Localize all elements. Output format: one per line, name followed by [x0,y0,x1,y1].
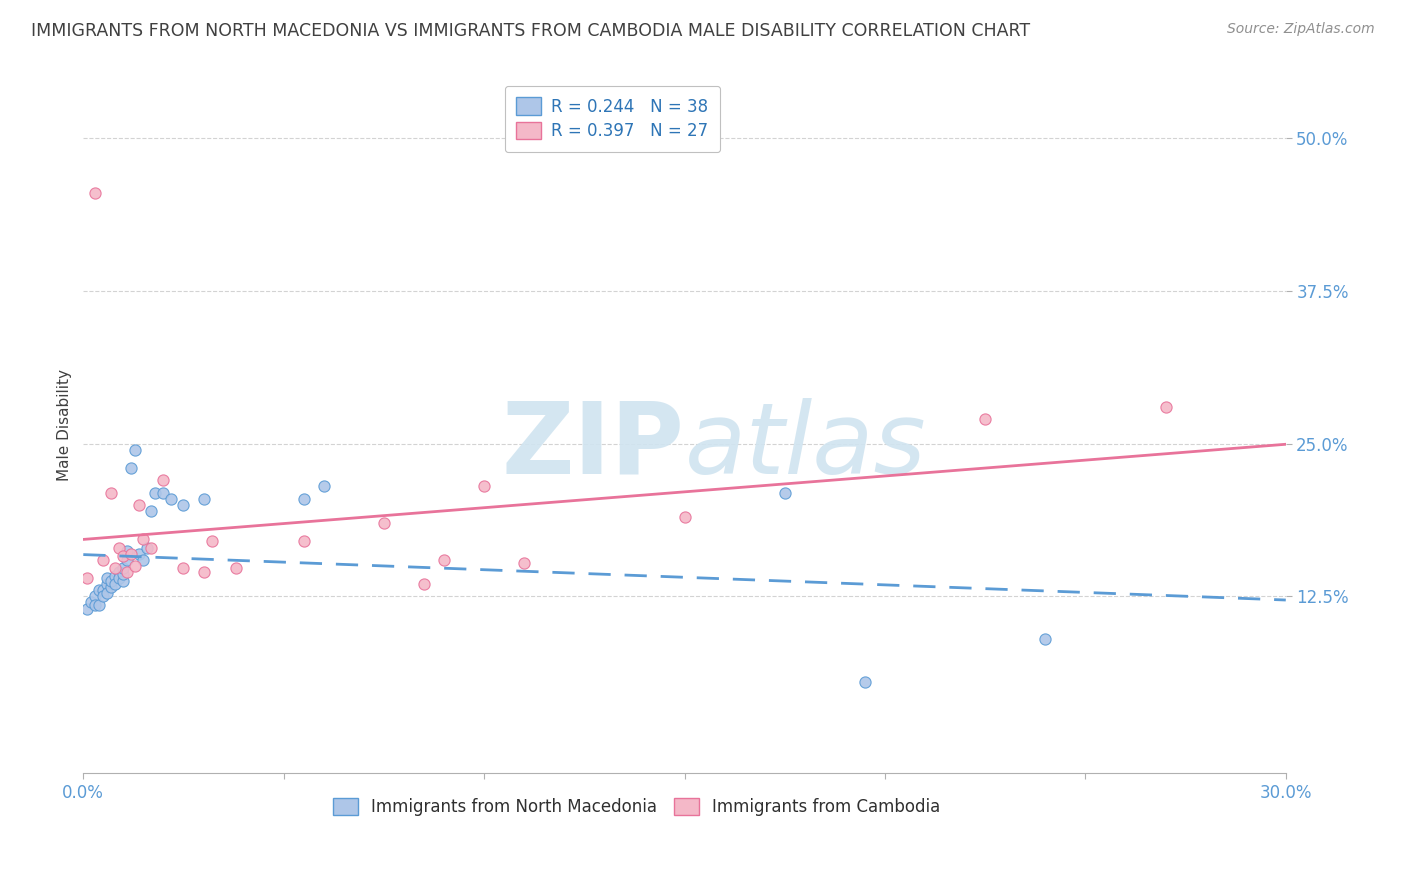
Point [108,541,131,555]
Point [292,534,315,549]
Point [76,571,98,585]
Point [1154,400,1177,414]
Point [128,547,150,561]
Point [112,567,135,582]
Point [141,504,163,518]
Point [145,485,167,500]
Point [124,558,146,573]
Text: ZIP: ZIP [502,398,685,495]
Point [117,565,139,579]
Point [132,553,155,567]
Point [132,532,155,546]
Legend: Immigrants from North Macedonia, Immigrants from Cambodia: Immigrants from North Macedonia, Immigra… [325,789,949,824]
Point [773,485,796,500]
Point [513,557,536,571]
Point [96,585,118,599]
Point [104,561,127,575]
Point [100,485,122,500]
Point [96,577,118,591]
Point [104,577,127,591]
Point [413,577,436,591]
Point [1033,632,1056,646]
Point [160,491,183,506]
Point [312,479,335,493]
Point [84,598,107,612]
Point [80,595,103,609]
Point [193,565,215,579]
Point [128,498,150,512]
Point [89,598,111,612]
Point [112,549,135,563]
Point [853,674,876,689]
Point [974,412,997,426]
Point [120,547,142,561]
Point [152,474,174,488]
Point [292,491,315,506]
Point [433,553,456,567]
Point [91,583,114,598]
Point [108,571,131,585]
Point [104,568,127,582]
Point [373,516,395,530]
Point [152,485,174,500]
Point [84,590,107,604]
Point [120,461,142,475]
Point [91,590,114,604]
Point [89,583,111,598]
Text: Source: ZipAtlas.com: Source: ZipAtlas.com [1227,22,1375,37]
Text: IMMIGRANTS FROM NORTH MACEDONIA VS IMMIGRANTS FROM CAMBODIA MALE DISABILITY CORR: IMMIGRANTS FROM NORTH MACEDONIA VS IMMIG… [31,22,1031,40]
Point [100,574,122,588]
Point [173,561,195,575]
Point [117,544,139,558]
Point [472,479,495,493]
Point [108,565,131,579]
Point [200,534,222,549]
Point [141,541,163,555]
Point [96,571,118,585]
Point [91,553,114,567]
Point [84,186,107,201]
Point [100,580,122,594]
Point [76,601,98,615]
Point [117,553,139,567]
Point [112,561,135,575]
Point [173,498,195,512]
Point [193,491,215,506]
Point [112,574,135,588]
Point [124,442,146,457]
Point [225,561,247,575]
Point [136,541,159,555]
Point [673,510,696,524]
Y-axis label: Male Disability: Male Disability [58,369,72,482]
Text: atlas: atlas [685,398,927,495]
